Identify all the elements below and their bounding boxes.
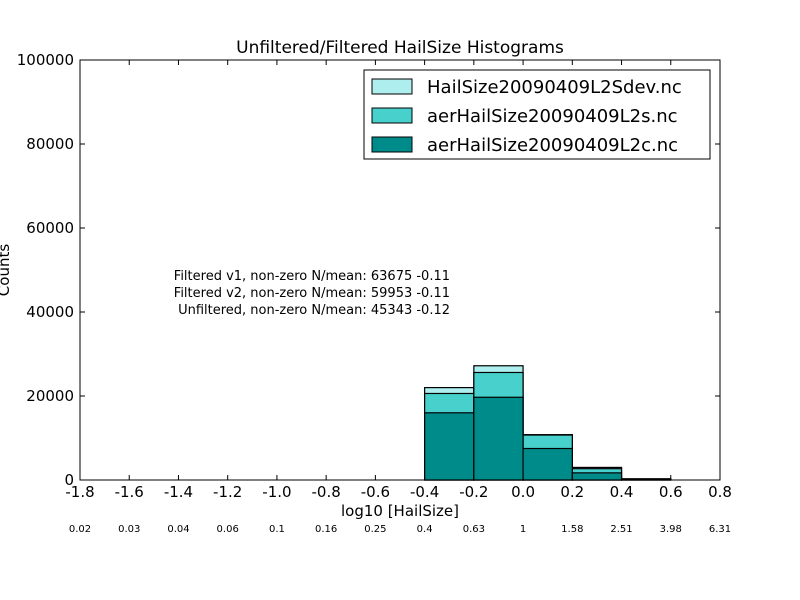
y-tick-label: 20000 (26, 387, 74, 405)
y-tick-label: 100000 (17, 51, 74, 69)
x-tick-label: -1.0 (262, 483, 291, 501)
histogram-bars (424, 365, 672, 481)
hailsize-tick-label: 1 (520, 524, 526, 535)
legend-label-1: aerHailSize20090409L2s.nc (427, 106, 678, 127)
y-tick-label: 60000 (26, 219, 74, 237)
x-tick-label: 0.4 (610, 483, 634, 501)
y-tick-label: 40000 (26, 303, 74, 321)
stats-annotations: Filtered v1, non-zero N/mean: 63675 -0.1… (174, 269, 450, 318)
hailsize-tick-label: 0.06 (217, 524, 239, 535)
hailsize-tick-label: 0.03 (118, 524, 140, 535)
hailsize-tick-label: 1.58 (561, 524, 583, 535)
bar-series-2-bin-2 (522, 447, 573, 481)
hailsize-tick-label: 0.16 (315, 524, 337, 535)
x-tick-label: -1.2 (213, 483, 242, 501)
y-axis-label: Counts (0, 244, 13, 297)
annotation-filtered-v1: Filtered v1, non-zero N/mean: 63675 -0.1… (174, 269, 450, 284)
hailsize-tick-labels: 0.02 0.03 0.04 0.06 0.1 0.16 0.25 0.4 0.63 1 1.58 2… (69, 524, 731, 535)
hailsize-tick-label: 0.02 (69, 524, 91, 535)
annotation-unfiltered: Unfiltered, non-zero N/mean: 45343 -0.12 (178, 303, 450, 318)
legend: HailSize20090409L2Sdev.nc aerHailSize200… (363, 69, 711, 160)
hailsize-tick-label: 0.04 (167, 524, 189, 535)
legend-label-0: HailSize20090409L2Sdev.nc (427, 77, 682, 98)
y-tick-labels: 0 20000 40000 60000 80000 100000 (17, 51, 74, 489)
x-tick-label: -1.6 (115, 483, 144, 501)
x-tick-labels: -1.8 -1.6 -1.4 -1.2 -1.0 -0.8 -0.6 -0.4 -0.2 0.0 0… (65, 483, 732, 501)
plot-frame (79, 59, 721, 481)
hailsize-tick-label: 0.4 (417, 524, 433, 535)
hailsize-tick-label: 0.25 (364, 524, 386, 535)
x-tick-label: 0.8 (708, 483, 732, 501)
x-axis-label: log10 [HailSize] (341, 502, 459, 520)
x-tick-label: -0.6 (361, 483, 390, 501)
chart-title: Unfiltered/Filtered HailSize Histograms (236, 38, 564, 58)
bar-series-2-bin-3 (571, 472, 623, 481)
x-tick-label: -0.2 (459, 483, 488, 501)
annotation-filtered-v2: Filtered v2, non-zero N/mean: 59953 -0.1… (174, 286, 450, 301)
hailsize-tick-label: 6.31 (709, 524, 731, 535)
hailsize-tick-label: 0.63 (463, 524, 485, 535)
x-tick-label: -0.8 (312, 483, 341, 501)
y-tick-label: 80000 (26, 135, 74, 153)
hailsize-tick-label: 0.1 (269, 524, 285, 535)
legend-label-2: aerHailSize20090409L2c.nc (427, 135, 678, 156)
hailsize-tick-label: 2.51 (610, 524, 632, 535)
x-tick-label: 0.0 (511, 483, 535, 501)
x-tick-label: 0.2 (560, 483, 584, 501)
legend-swatch-1 (371, 107, 413, 124)
x-tick-label: -1.4 (164, 483, 193, 501)
x-tick-label: -1.8 (65, 483, 94, 501)
y-tick-label: 0 (64, 471, 74, 489)
bar-series-2-bin-1 (473, 396, 524, 481)
legend-box (363, 69, 711, 160)
legend-swatch-2 (371, 136, 413, 153)
x-tick-label: -0.4 (410, 483, 439, 501)
x-tick-label: 0.6 (659, 483, 683, 501)
legend-swatch-0 (371, 78, 413, 95)
hailsize-tick-label: 3.98 (660, 524, 682, 535)
bar-series-2-bin-0 (424, 412, 475, 481)
